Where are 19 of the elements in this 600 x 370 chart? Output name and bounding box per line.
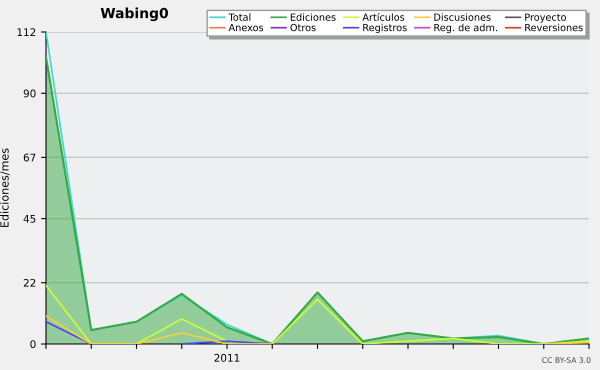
legend-label: Reg. de adm. bbox=[434, 24, 497, 34]
legend-label: Total bbox=[228, 13, 250, 21]
legend-label: Reversiones bbox=[525, 24, 583, 32]
legend-label: Registros bbox=[363, 24, 407, 34]
legend-label: Anexos bbox=[228, 24, 264, 32]
y-axis-title: Ediciones/mes bbox=[0, 148, 10, 227]
y-tick-label: 22 bbox=[24, 278, 36, 287]
y-tick-label: 112 bbox=[18, 28, 36, 36]
y-tick-label: 45 bbox=[24, 215, 36, 223]
legend-label: Ediciones bbox=[290, 13, 336, 21]
chart-title: Wabing0 bbox=[100, 8, 168, 22]
legend-label: Otros bbox=[290, 24, 316, 32]
y-tick-label: 67 bbox=[24, 154, 36, 162]
legend-label: Artículos bbox=[362, 12, 404, 21]
legend-label: Proyecto bbox=[525, 14, 566, 23]
legend-label: Discusiones bbox=[434, 13, 491, 21]
x-tick-label: 2011 bbox=[214, 354, 240, 362]
y-tick-label: 0 bbox=[30, 340, 36, 348]
y-tick-label: 90 bbox=[24, 90, 36, 98]
